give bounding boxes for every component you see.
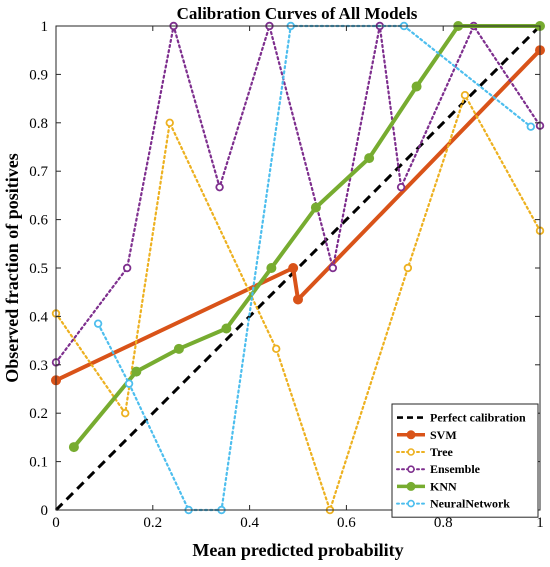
legend-label-neuralnetwork: NeuralNetwork (430, 497, 510, 511)
data-point-tree (403, 263, 413, 273)
series-knn (68, 21, 545, 453)
y-tick-label: 0.6 (29, 213, 48, 229)
legend-box (391, 403, 539, 518)
series-line-tree (54, 94, 542, 512)
legend-marker-tree (407, 448, 415, 456)
series-line-knn (72, 24, 540, 449)
x-tick-label: 0.6 (337, 515, 356, 531)
y-tick-label: 0.7 (29, 164, 48, 180)
y-tick-label: 0 (41, 503, 49, 519)
legend-label-tree: Tree (430, 445, 454, 459)
x-tick-label: 0.4 (240, 515, 259, 531)
data-point-tree (165, 118, 174, 127)
legend-marker-svm (406, 430, 416, 440)
data-point-ensemble (122, 263, 132, 273)
y-tick-label: 0.3 (29, 358, 48, 374)
legend-marker-ensemble (407, 465, 415, 474)
x-tick-label: 0.8 (434, 515, 453, 531)
legend-label-ensemble: Ensemble (430, 462, 481, 476)
legend-marker-knn (406, 481, 416, 491)
data-point-tree (460, 91, 470, 100)
data-point-tree (272, 344, 281, 354)
legend-marker-neuralnetwork (407, 499, 415, 508)
series-ensemble (51, 21, 545, 367)
data-point-neuralnetwork (526, 122, 536, 131)
data-point-knn (131, 366, 142, 377)
data-point-svm (293, 294, 303, 305)
legend-label-knn: KNN (430, 479, 457, 493)
data-point-ensemble (328, 263, 338, 273)
y-tick-label: 0.9 (29, 67, 48, 83)
x-axis-title: Mean predicted probability (192, 540, 403, 560)
data-point-neuralnetwork (93, 319, 103, 328)
data-point-knn (221, 323, 232, 334)
data-point-svm (288, 263, 299, 273)
data-point-knn (411, 81, 422, 92)
chart-title: Calibration Curves of All Models (177, 4, 418, 23)
data-point-tree (121, 409, 130, 418)
legend-label-svm: SVM (430, 428, 457, 442)
y-tick-label: 0.4 (29, 309, 48, 325)
data-point-knn (68, 442, 79, 453)
reference-line-perfect-calibration (54, 24, 542, 512)
data-point-knn (173, 343, 184, 354)
y-tick-label: 0.8 (29, 116, 48, 132)
x-tick-label: 1 (536, 515, 544, 531)
y-tick-label: 0.5 (29, 261, 48, 277)
series-line-svm (55, 48, 542, 383)
axis-ticks: 0 0.2 0.4 0.6 0.8 1 0 0.1 0.2 0.3 0.4 0.5 0.6 0.7 0.8 0… (29, 19, 544, 531)
y-tick-label: 0.2 (29, 406, 48, 422)
data-point-knn (310, 202, 321, 213)
data-point-ensemble (396, 182, 406, 192)
data-point-knn (364, 153, 375, 164)
x-tick-label: 0.2 (143, 515, 162, 531)
y-axis-title: Observed fraction of positives (2, 153, 22, 382)
data-point-neuralnetwork (124, 379, 134, 388)
series-line-ensemble (54, 24, 542, 364)
data-point-ensemble (215, 182, 224, 192)
y-tick-label: 0.1 (29, 455, 48, 471)
x-tick-label: 0 (52, 515, 60, 531)
legend-label-perfect-calibration: Perfect calibration (430, 411, 526, 425)
data-point-knn (266, 263, 277, 273)
legend: Perfect calibration SVM Tree Ensemble KNN Neu… (391, 403, 539, 518)
y-tick-label: 1 (41, 19, 49, 35)
